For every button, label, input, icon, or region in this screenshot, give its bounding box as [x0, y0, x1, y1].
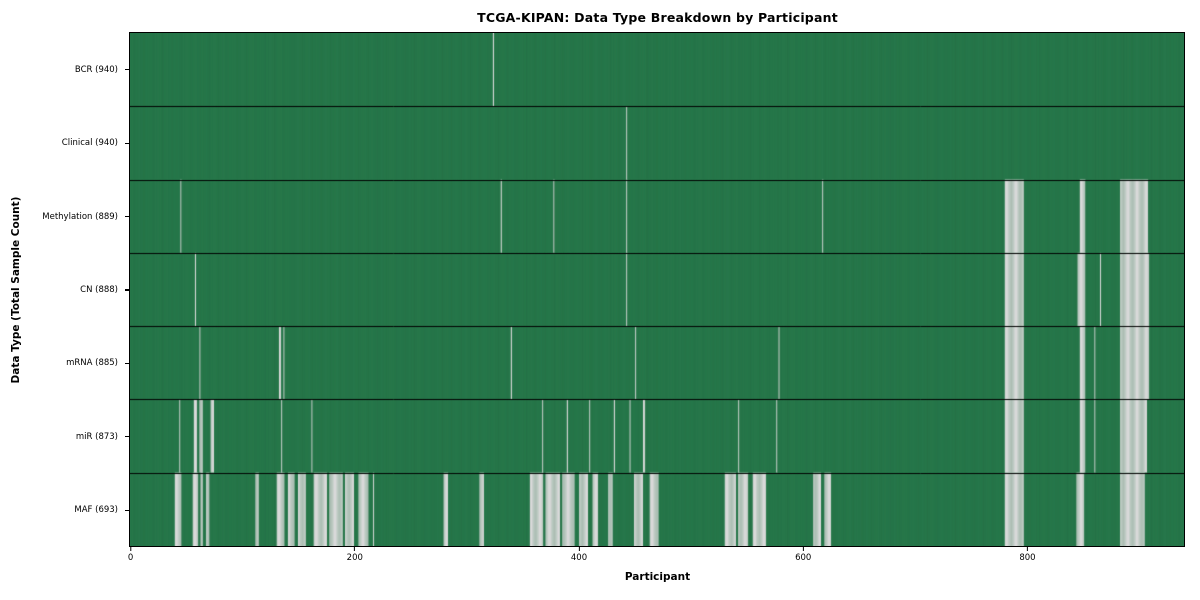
x-axis-label: Participant — [624, 571, 691, 583]
y-tick-label: Methylation (889) — [42, 211, 118, 222]
x-tick: 0 — [128, 547, 133, 563]
y-tick-label: MAF (693) — [74, 505, 118, 516]
x-tick-label: 400 — [570, 553, 588, 563]
y-tick-mark — [125, 142, 129, 144]
y-tick: CN (888) — [80, 284, 129, 296]
y-tick: mRNA (885) — [66, 357, 129, 369]
x-tick-label: 0 — [127, 553, 134, 563]
plot-area: Present Absent — [129, 32, 1185, 547]
y-tick: Methylation (889) — [42, 211, 129, 223]
chart-title: TCGA-KIPAN: Data Type Breakdown by Parti… — [477, 10, 838, 25]
y-tick: miR (873) — [76, 431, 129, 443]
x-tick: 600 — [795, 547, 811, 563]
x-tick: 800 — [1019, 547, 1036, 563]
y-tick-mark — [125, 362, 129, 365]
x-tick-mark — [802, 547, 804, 551]
x-tick: 400 — [571, 547, 587, 563]
y-tick-mark — [125, 69, 129, 71]
y-tick: MAF (693) — [74, 504, 129, 516]
y-axis-ticks: BCR (940) Clinical (940) Methylation (88… — [0, 33, 129, 547]
y-tick-label: mRNA (885) — [66, 358, 118, 369]
y-tick-mark — [125, 289, 129, 291]
x-tick-label: 200 — [346, 553, 363, 563]
x-tick: 200 — [347, 547, 363, 563]
y-tick: BCR (940) — [75, 64, 129, 76]
y-tick-label: Clinical (940) — [61, 138, 118, 149]
y-tick: Clinical (940) — [62, 137, 129, 149]
x-tick-mark — [578, 547, 580, 551]
x-tick-label: 800 — [1019, 553, 1036, 563]
presence-matrix-canvas — [130, 33, 1184, 546]
y-tick-label: CN (888) — [80, 285, 118, 295]
x-tick-mark — [1026, 547, 1029, 551]
y-tick-mark — [125, 215, 129, 218]
x-tick-label: 600 — [795, 553, 812, 563]
x-tick-mark — [129, 547, 132, 551]
y-tick-label: BCR (940) — [74, 64, 118, 75]
x-tick-mark — [354, 547, 356, 551]
x-axis-ticks: 0 200 400 600 800 — [128, 547, 1185, 569]
y-tick-mark — [125, 509, 129, 511]
y-tick-label: miR (873) — [75, 431, 118, 442]
y-tick-mark — [125, 436, 129, 438]
